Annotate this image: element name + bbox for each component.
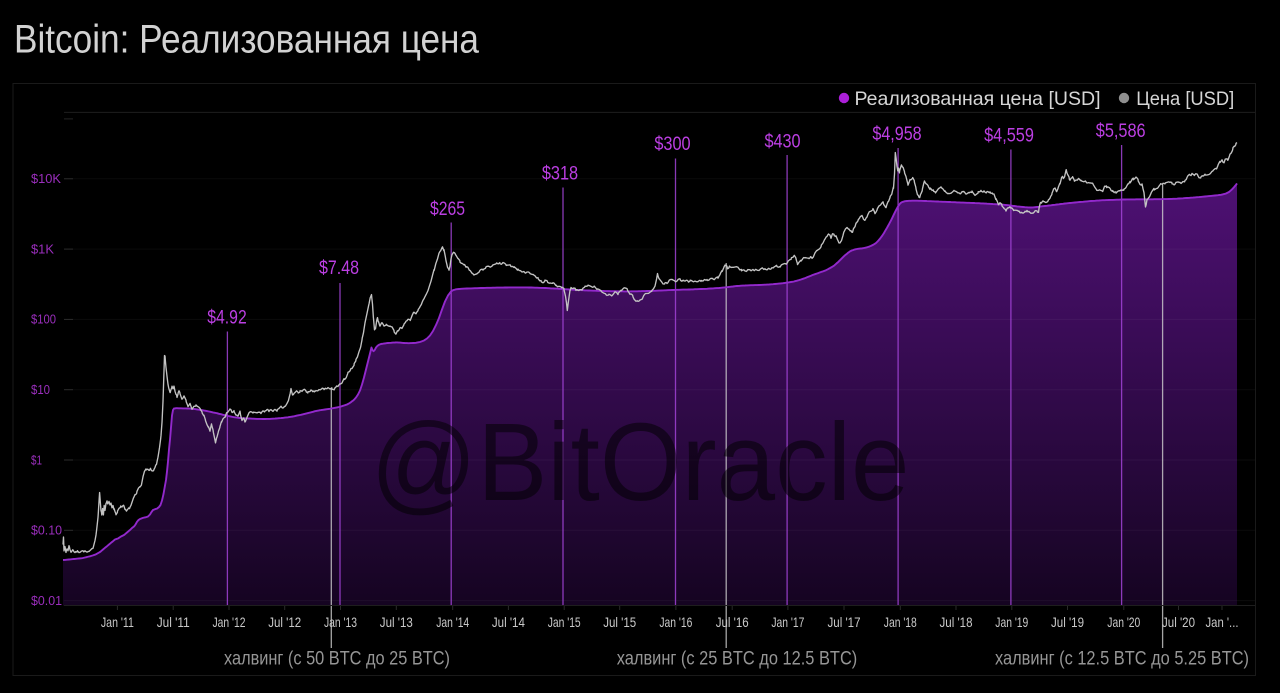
svg-text:Jan '17: Jan '17 xyxy=(771,614,804,630)
svg-text:Jan '15: Jan '15 xyxy=(548,614,581,630)
svg-text:Jan '...: Jan '... xyxy=(1206,614,1239,630)
svg-text:Jul '11: Jul '11 xyxy=(157,614,190,630)
svg-text:халвинг (с 25 BTC до 12.5 BTC): халвинг (с 25 BTC до 12.5 BTC) xyxy=(617,649,858,670)
svg-text:Jul '13: Jul '13 xyxy=(380,614,413,630)
svg-text:$100: $100 xyxy=(31,313,56,327)
svg-text:$4,559: $4,559 xyxy=(984,126,1034,147)
svg-text:Jan '14: Jan '14 xyxy=(436,614,469,630)
svg-text:$7.48: $7.48 xyxy=(319,258,359,279)
svg-text:Jan '13: Jan '13 xyxy=(324,614,357,630)
svg-text:Jan '12: Jan '12 xyxy=(213,614,246,630)
svg-text:$0.10: $0.10 xyxy=(31,524,62,538)
svg-text:$4.92: $4.92 xyxy=(207,308,246,329)
svg-text:Jan '16: Jan '16 xyxy=(659,614,692,630)
svg-text:Jan '19: Jan '19 xyxy=(995,614,1028,630)
svg-text:@BitOracle: @BitOracle xyxy=(371,401,910,524)
svg-text:$1K: $1K xyxy=(31,242,55,256)
svg-text:$0.01: $0.01 xyxy=(31,594,62,608)
svg-text:$10K: $10K xyxy=(31,172,62,186)
svg-text:Jul '20: Jul '20 xyxy=(1162,614,1195,630)
svg-text:Jul '14: Jul '14 xyxy=(492,614,525,630)
svg-text:халвинг (с 12.5 BTC до 5.25 BT: халвинг (с 12.5 BTC до 5.25 BTC) xyxy=(995,649,1249,670)
svg-text:халвинг (с 50 BTC до 25 BTC): халвинг (с 50 BTC до 25 BTC) xyxy=(224,649,450,670)
svg-text:Jul '12: Jul '12 xyxy=(268,614,301,630)
svg-text:Jan '20: Jan '20 xyxy=(1107,614,1140,630)
svg-text:Jul '18: Jul '18 xyxy=(940,614,973,630)
svg-text:Jul '15: Jul '15 xyxy=(603,614,636,630)
svg-text:$5,586: $5,586 xyxy=(1096,121,1146,142)
svg-text:Jul '19: Jul '19 xyxy=(1051,614,1084,630)
svg-text:$318: $318 xyxy=(542,164,578,185)
svg-text:$265: $265 xyxy=(430,199,465,220)
svg-text:Реализованная цена [USD]: Реализованная цена [USD] xyxy=(855,88,1101,110)
svg-text:$430: $430 xyxy=(764,132,800,153)
svg-text:Jan '18: Jan '18 xyxy=(884,614,917,630)
svg-text:Jul '16: Jul '16 xyxy=(716,614,749,630)
svg-text:Цена [USD]: Цена [USD] xyxy=(1136,88,1234,110)
svg-text:Jul '17: Jul '17 xyxy=(828,614,861,630)
svg-text:$1: $1 xyxy=(31,453,42,467)
svg-text:Bitcoin: Реализованная цена: Bitcoin: Реализованная цена xyxy=(14,18,480,62)
svg-text:$10: $10 xyxy=(31,383,50,397)
svg-text:$4,958: $4,958 xyxy=(872,124,921,145)
svg-text:$300: $300 xyxy=(654,134,690,155)
svg-text:Jan '11: Jan '11 xyxy=(101,614,134,630)
